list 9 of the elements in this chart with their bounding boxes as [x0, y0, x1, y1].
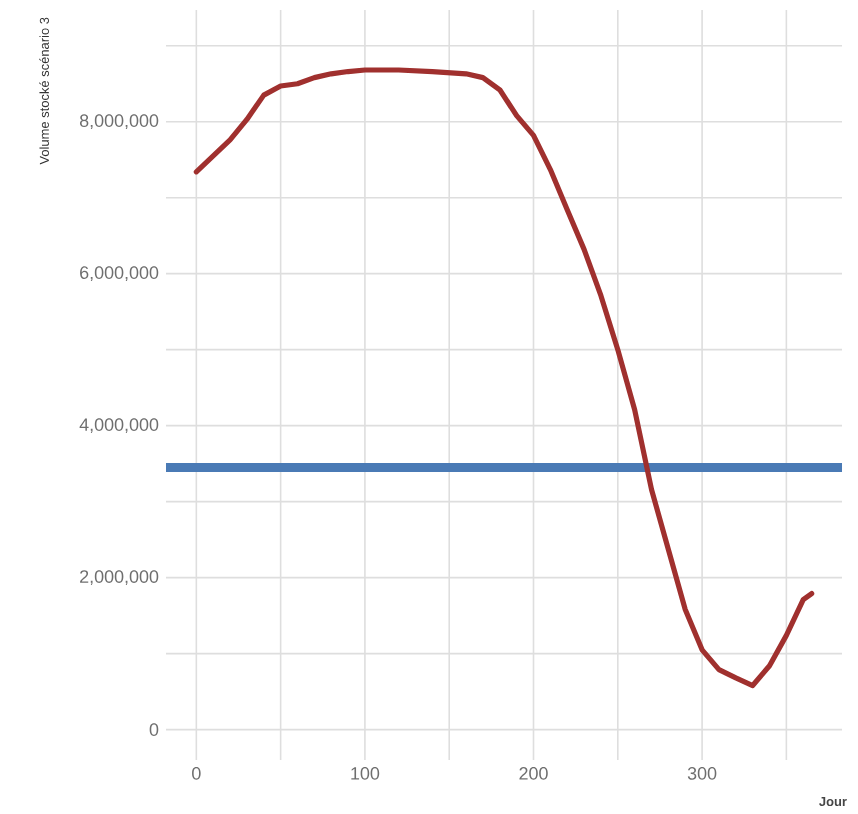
- y-tick-label: 8,000,000: [79, 114, 159, 130]
- y-tick-label: 4,000,000: [79, 418, 159, 434]
- y-tick-label: 6,000,000: [80, 266, 159, 282]
- x-tick-label: 100: [351, 767, 380, 780]
- x-tick-label: 0: [192, 767, 201, 780]
- x-tick-label: 300: [687, 767, 717, 780]
- x-tick-label: 200: [519, 767, 548, 780]
- y-tick-label: 0: [149, 723, 159, 736]
- y-tick-label: 2,000,000: [80, 570, 159, 586]
